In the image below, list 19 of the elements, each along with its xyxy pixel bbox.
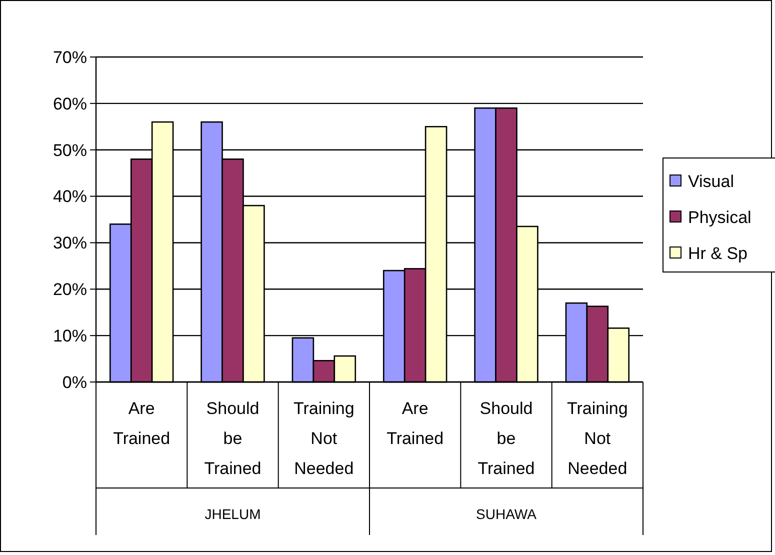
y-tick-label: 20% [52, 280, 87, 300]
x-tick-label: Are Trained [113, 399, 170, 448]
text: JHELUM [204, 506, 261, 522]
x-tick-label: Are Trained [386, 399, 444, 448]
text: SUHAWA [476, 506, 538, 522]
legend-label: Physical [688, 208, 752, 227]
y-tick-label: 60% [52, 94, 87, 114]
x-tick-label: Should be Trained [204, 399, 262, 478]
y-tick-label: 40% [52, 187, 87, 206]
x-tick-label: Training Not Needed [294, 399, 354, 478]
legend-label: Hr & Sp [688, 244, 748, 263]
y-tick-label: 30% [52, 234, 87, 253]
y-tick-label: 70% [52, 48, 87, 67]
y-tick-label: 0% [62, 372, 87, 392]
y-tick-label: 50% [52, 140, 87, 160]
legend-label: Visual [688, 172, 734, 191]
x-tick-label: Training Not Needed [567, 399, 628, 478]
y-tick-label: 10% [52, 326, 87, 346]
x-tick-label: Should be Trained [478, 399, 535, 478]
